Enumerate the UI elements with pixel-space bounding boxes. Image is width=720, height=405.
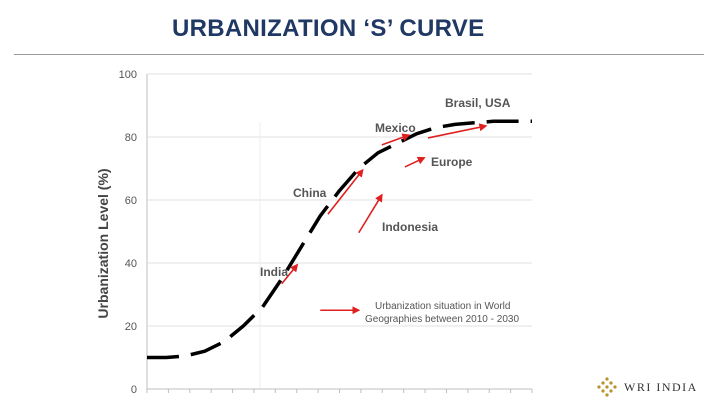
y-tick-label: 80: [125, 132, 137, 144]
annotation-arrow: [427, 123, 488, 139]
europe-label: Europe: [431, 155, 473, 169]
y-tick-label: 0: [131, 384, 137, 396]
annotation-arrow: [281, 263, 299, 285]
china-label: China: [293, 186, 327, 200]
slide-title: URBANIZATION ‘S’ CURVE: [172, 15, 485, 42]
y-tick-label: 40: [125, 258, 137, 270]
y-tick-label: 100: [119, 69, 137, 81]
wri-logo-icon: [597, 377, 617, 397]
mexico-label: Mexico: [375, 121, 416, 135]
annotation-arrow: [327, 168, 364, 215]
title-divider: [14, 54, 704, 55]
annotation-arrow: [381, 133, 411, 146]
brasil-usa-label: Brasil, USA: [445, 96, 511, 110]
urbanization-note-label: Urbanization situation in World Geographi…: [365, 301, 519, 325]
indonesia-label: Indonesia: [382, 220, 438, 234]
annotation-arrow: [358, 193, 383, 234]
y-axis-title: Urbanization Level (%): [95, 168, 111, 318]
s-curve-line: [147, 119, 532, 360]
wri-india-logo: WRI INDIA: [596, 376, 698, 398]
y-tick-label: 60: [125, 195, 137, 207]
india-label: India: [260, 265, 288, 279]
logo-text: WRI INDIA: [624, 379, 698, 394]
annotation-arrow: [404, 156, 426, 168]
y-tick-label: 20: [125, 321, 137, 333]
